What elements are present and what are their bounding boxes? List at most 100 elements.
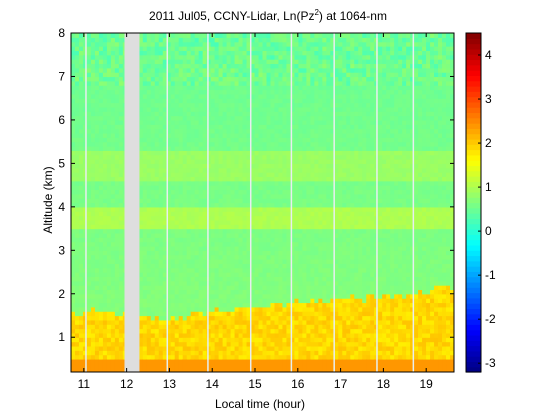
heatmap-cell: [118, 211, 124, 217]
heatmap-cell: [254, 215, 260, 221]
heatmap-cell: [150, 298, 156, 304]
heatmap-cell: [222, 115, 228, 121]
heatmap-cell: [174, 215, 180, 221]
heatmap-cell: [278, 211, 284, 217]
heatmap-cell: [242, 50, 248, 56]
heatmap-cell: [314, 176, 319, 182]
heatmap-cell: [102, 72, 108, 78]
heatmap-cell: [178, 102, 184, 108]
heatmap-cell: [98, 219, 104, 225]
heatmap-cell: [142, 358, 148, 364]
heatmap-cell: [102, 150, 108, 156]
heatmap-cell: [78, 180, 84, 186]
heatmap-cell: [202, 93, 208, 99]
heatmap-cell: [274, 263, 280, 269]
heatmap-cell: [202, 111, 208, 117]
heatmap-cell: [294, 106, 300, 112]
heatmap-cell: [138, 154, 144, 160]
heatmap-cell: [218, 72, 224, 78]
heatmap-cell: [102, 50, 108, 56]
heatmap-cell: [238, 354, 244, 360]
heatmap-cell: [310, 50, 315, 56]
heatmap-cell: [282, 119, 288, 125]
heatmap-cell: [238, 111, 244, 117]
heatmap-cell: [182, 228, 188, 234]
heatmap-cell: [274, 76, 280, 82]
heatmap-cell: [138, 85, 144, 91]
heatmap-cell: [202, 141, 208, 147]
heatmap-cell: [114, 259, 120, 264]
heatmap-cell: [314, 337, 319, 343]
heatmap-cell: [226, 33, 232, 38]
heatmap-cell: [98, 289, 104, 295]
heatmap-cell: [194, 132, 200, 138]
heatmap-cell: [150, 185, 156, 191]
heatmap-cell: [270, 315, 276, 321]
heatmap-cell: [142, 363, 148, 369]
heatmap-cell: [90, 293, 96, 299]
heatmap-cell: [290, 350, 296, 356]
heatmap-cell: [190, 341, 196, 347]
heatmap-cell: [258, 59, 264, 65]
heatmap-cell: [174, 285, 180, 291]
heatmap-cell: [282, 98, 288, 104]
heatmap-cell: [194, 180, 200, 186]
heatmap-cell: [226, 176, 232, 182]
heatmap-cell: [142, 219, 148, 225]
heatmap-cell: [242, 237, 248, 243]
heatmap-cell: [266, 228, 272, 234]
heatmap-cell: [158, 350, 164, 356]
heatmap-cell: [86, 202, 92, 208]
heatmap-cell: [146, 341, 152, 347]
heatmap-cell: [186, 276, 192, 282]
heatmap-cell: [230, 219, 236, 225]
heatmap-cell: [266, 267, 272, 273]
heatmap-cell: [218, 185, 224, 191]
heatmap-cell: [110, 159, 116, 164]
heatmap-cell: [266, 215, 272, 221]
heatmap-cell: [142, 33, 148, 38]
heatmap-cell: [298, 202, 303, 208]
heatmap-cell: [226, 146, 232, 151]
heatmap-cell: [318, 33, 323, 38]
heatmap-cell: [294, 54, 300, 60]
heatmap-cell: [246, 293, 252, 299]
heatmap-cell: [282, 54, 288, 60]
heatmap-cell: [246, 154, 252, 160]
heatmap-cell: [202, 289, 208, 295]
heatmap-cell: [138, 293, 144, 299]
heatmap-cell: [86, 98, 92, 104]
heatmap-cell: [74, 215, 80, 221]
heatmap-cell: [78, 98, 84, 104]
heatmap-cell: [174, 319, 180, 325]
heatmap-cell: [278, 206, 284, 212]
heatmap-cell: [218, 76, 224, 82]
heatmap-cell: [222, 106, 228, 112]
heatmap-cell: [242, 363, 248, 369]
heatmap-cell: [278, 224, 284, 230]
heatmap-cell: [234, 259, 240, 264]
heatmap-cell: [142, 119, 148, 125]
heatmap-cell: [178, 276, 184, 282]
heatmap-cell: [306, 46, 311, 51]
heatmap-cell: [166, 124, 172, 130]
heatmap-cell: [174, 172, 180, 178]
heatmap-cell: [142, 324, 148, 330]
heatmap-cell: [258, 37, 264, 43]
heatmap-cell: [226, 167, 232, 173]
heatmap-cell: [198, 250, 204, 256]
heatmap-cell: [210, 354, 216, 360]
heatmap-cell: [302, 146, 307, 151]
heatmap-cell: [78, 167, 84, 173]
heatmap-cell: [210, 341, 216, 347]
heatmap-cell: [262, 289, 268, 295]
heatmap-cell: [250, 324, 256, 330]
heatmap-cell: [302, 180, 307, 186]
heatmap-cell: [214, 102, 220, 108]
heatmap-cell: [170, 106, 176, 112]
heatmap-cell: [98, 363, 104, 369]
heatmap-cell: [302, 341, 307, 347]
heatmap-cell: [294, 228, 300, 234]
heatmap-cell: [178, 176, 184, 182]
heatmap-cell: [182, 350, 188, 356]
